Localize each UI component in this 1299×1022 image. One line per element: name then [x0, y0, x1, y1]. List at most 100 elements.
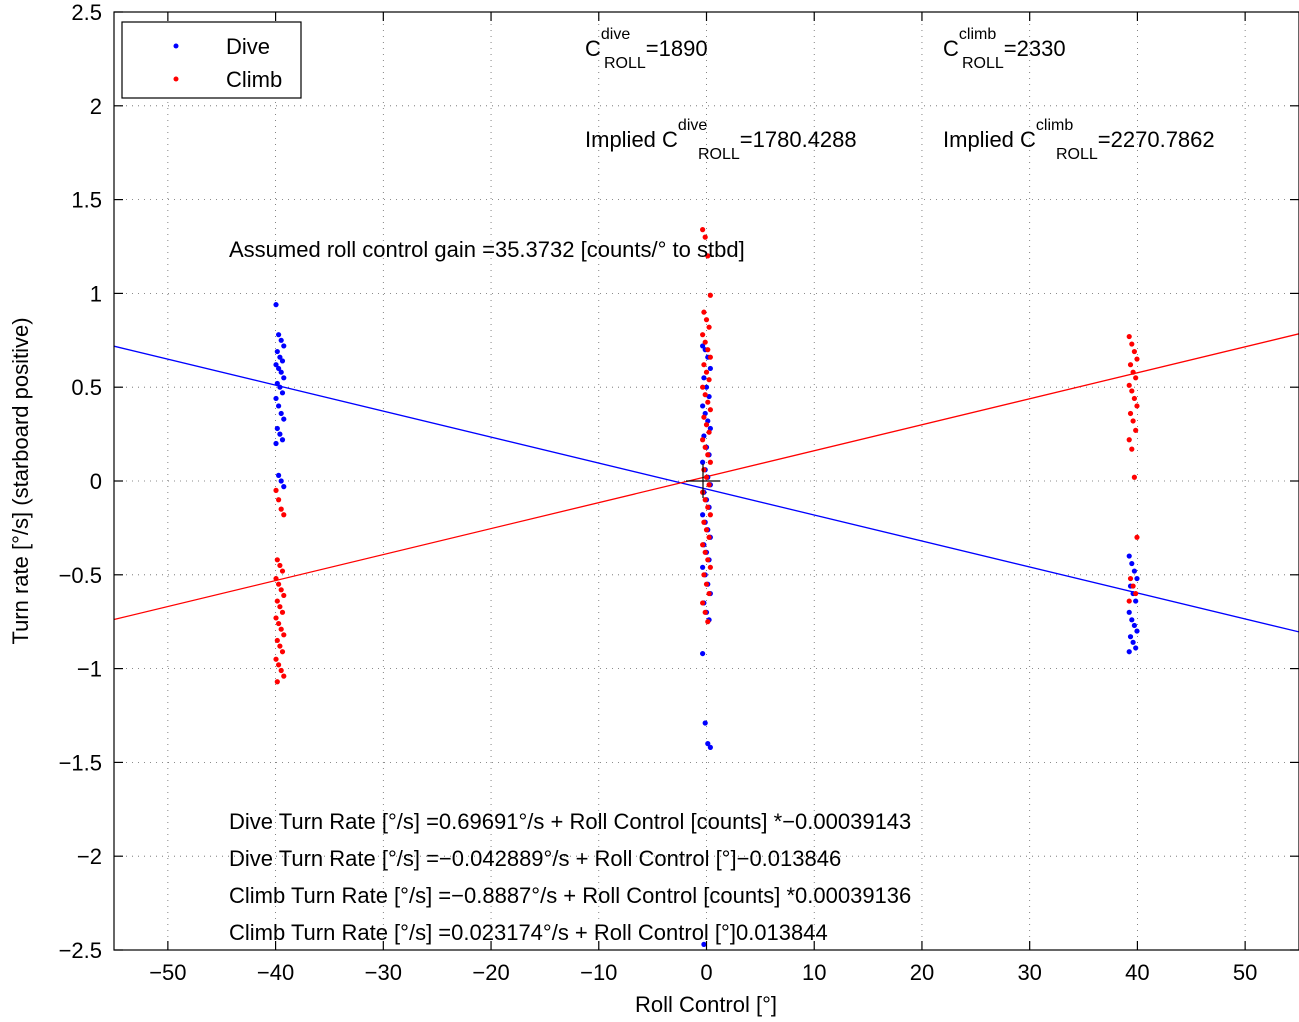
climb-point: [273, 615, 279, 621]
dive-point: [700, 343, 706, 349]
climb-point: [702, 444, 708, 450]
climb-point: [705, 452, 711, 458]
x-tick-label: 50: [1233, 960, 1257, 985]
climb-point: [706, 534, 712, 540]
dive-point: [276, 472, 282, 478]
legend-box: [121, 21, 302, 99]
dive-point: [1134, 628, 1140, 634]
legend-climb-marker: [173, 76, 179, 82]
climb-point: [1133, 427, 1139, 433]
climb-point: [702, 609, 708, 615]
y-tick-label: −2.5: [59, 938, 102, 963]
y-tick-label: −2: [77, 844, 102, 869]
climb-point: [274, 679, 280, 685]
dive-point: [700, 459, 706, 465]
climb-point: [274, 557, 280, 563]
climb-point: [703, 317, 710, 323]
climb-point: [276, 620, 282, 627]
climb-point: [277, 562, 283, 569]
climb-degrees-equation: Climb Turn Rate [°/s] =0.023174°/s + Rol…: [229, 920, 828, 945]
dive-point: [700, 564, 706, 570]
x-tick-label: 40: [1125, 960, 1149, 985]
dive-point: [1126, 609, 1132, 615]
x-tick-label: −20: [472, 960, 509, 985]
climb-point: [277, 643, 283, 649]
dive-point: [277, 431, 283, 437]
dive-point: [279, 390, 286, 396]
climb-point: [702, 392, 708, 398]
dive-point: [1129, 617, 1135, 623]
x-tick-label: −30: [365, 960, 402, 985]
climb-point: [276, 581, 282, 587]
climb-point: [700, 384, 706, 390]
climb-point: [707, 354, 713, 360]
y-tick-label: −1.5: [59, 750, 102, 775]
climb-point: [1130, 369, 1136, 375]
climb-point: [706, 590, 712, 597]
origin-marker: [686, 464, 720, 498]
climb-point: [705, 504, 711, 510]
dive-point: [700, 403, 706, 409]
y-tick-label: −0.5: [59, 563, 102, 588]
climb-point: [1127, 575, 1134, 582]
climb-point: [1134, 534, 1140, 540]
climb-point: [1126, 333, 1132, 340]
climb-point: [703, 422, 710, 428]
x-tick-label: −10: [580, 960, 617, 985]
x-tick-label: 0: [700, 960, 712, 985]
climb-point: [1126, 382, 1132, 388]
dive-point: [1126, 553, 1132, 559]
climb-point: [703, 474, 710, 480]
climb-point: [702, 497, 708, 503]
climb-point: [705, 399, 711, 405]
climb-point: [273, 575, 279, 582]
dive-point: [1130, 639, 1136, 645]
dive-point: [279, 437, 286, 443]
climb-point: [1133, 375, 1139, 381]
implied-c-dive-annotation: Implied Cdive ROLL=1780.4288: [585, 117, 857, 163]
climb-point: [700, 227, 706, 233]
climb-point: [705, 619, 711, 625]
dive-point: [274, 348, 280, 355]
climb-point: [1129, 341, 1135, 347]
climb-point: [281, 632, 287, 638]
dive-point: [273, 440, 279, 447]
climb-point: [281, 512, 287, 518]
climb-point: [279, 568, 286, 574]
dive-point: [276, 403, 282, 409]
climb-point: [706, 377, 712, 383]
climb-point: [278, 626, 284, 632]
climb-point: [702, 549, 708, 555]
climb-point: [703, 527, 710, 533]
climb-point: [274, 637, 280, 644]
c-dive-annotation: Cdive ROLL=1890: [585, 26, 708, 72]
climb-point: [700, 600, 706, 606]
climb-point: [278, 587, 284, 593]
y-tick-label: 1.5: [71, 188, 102, 213]
climb-point: [707, 564, 713, 570]
legend-dive-marker: [173, 43, 179, 49]
climb-point: [703, 369, 710, 375]
x-tick-label: 30: [1017, 960, 1041, 985]
climb-point: [277, 604, 283, 610]
climb-counts-equation: Climb Turn Rate [°/s] =−0.8887°/s + Roll…: [229, 883, 911, 908]
legend-climb-label: Climb: [226, 67, 282, 92]
dive-point: [706, 393, 712, 400]
climb-point: [1127, 410, 1134, 417]
dive-point: [1126, 649, 1132, 655]
dive-point: [274, 380, 280, 387]
climb-point: [705, 253, 711, 259]
climb-point: [1134, 356, 1140, 362]
dive-point: [278, 369, 284, 375]
climb-point: [707, 292, 713, 298]
climb-point: [700, 437, 706, 443]
climb-point: [706, 429, 712, 435]
y-tick-label: 0.5: [71, 375, 102, 400]
dive-point: [274, 425, 280, 432]
dive-point: [278, 478, 284, 484]
climb-point: [276, 497, 282, 503]
dive-point: [277, 354, 283, 360]
dive-point: [273, 362, 279, 368]
climb-point: [700, 542, 706, 548]
